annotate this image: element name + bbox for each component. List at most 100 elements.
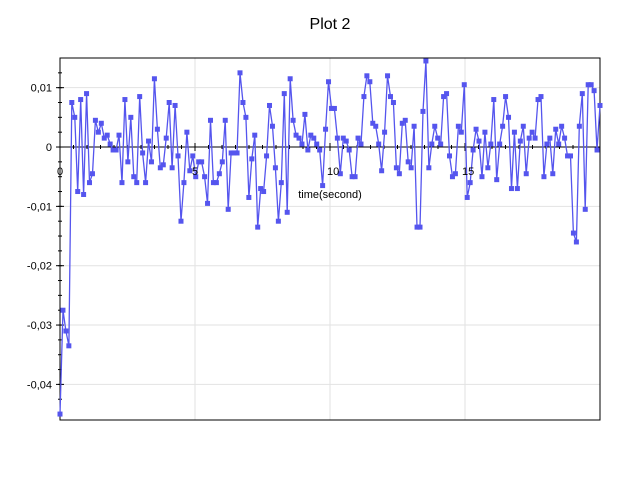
plot-frame (59, 57, 601, 421)
data-point (172, 102, 178, 108)
data-point (432, 123, 438, 129)
data-point (169, 165, 175, 171)
data-point (302, 111, 308, 117)
data-point (417, 224, 423, 230)
data-point (187, 168, 193, 174)
data-point (479, 174, 485, 180)
data-point (328, 105, 334, 111)
data-point (520, 123, 526, 129)
data-point (535, 97, 541, 103)
data-point (423, 58, 429, 64)
data-point (255, 224, 261, 230)
data-point (488, 141, 494, 147)
series-layer (57, 58, 603, 417)
data-point (565, 153, 571, 159)
data-point (426, 165, 432, 171)
data-point (387, 94, 393, 100)
data-point (231, 150, 237, 156)
data-point (311, 135, 317, 141)
data-point (66, 343, 72, 349)
data-point (500, 123, 506, 129)
y-tick-label: 0,01 (31, 83, 52, 95)
data-point (355, 135, 361, 141)
data-point (278, 180, 284, 186)
data-point (246, 194, 252, 200)
data-point (523, 171, 529, 177)
data-point (441, 94, 447, 100)
data-point (503, 94, 509, 100)
data-point (305, 147, 311, 153)
data-point (538, 94, 544, 100)
data-point (514, 186, 520, 192)
data-point (420, 108, 426, 114)
data-point (326, 79, 332, 85)
data-point (317, 147, 323, 153)
data-point (361, 94, 367, 100)
data-point (582, 206, 588, 212)
data-point (390, 100, 396, 106)
data-point (497, 141, 503, 147)
data-point (591, 88, 597, 94)
data-point (476, 138, 482, 144)
data-point (550, 171, 556, 177)
data-point (154, 126, 160, 132)
data-point (494, 177, 500, 183)
data-point (264, 153, 270, 159)
y-tick-label: -0,03 (27, 320, 52, 332)
data-point (225, 206, 231, 212)
data-point (376, 141, 382, 147)
data-point (570, 230, 576, 236)
data-point (529, 129, 535, 135)
data-point (216, 171, 222, 177)
data-point (482, 129, 488, 135)
data-point (72, 114, 78, 120)
data-point (337, 171, 343, 177)
chart-title: Plot 2 (309, 16, 351, 33)
data-point (116, 132, 122, 138)
data-point (207, 117, 213, 123)
data-point (352, 174, 358, 180)
data-point (370, 120, 376, 126)
y-tick-label: -0,02 (27, 261, 52, 273)
data-point (107, 141, 113, 147)
data-point (408, 165, 414, 171)
data-point (579, 91, 585, 97)
data-point (119, 180, 125, 186)
data-point (367, 79, 373, 85)
data-point (331, 105, 337, 111)
data-point (461, 82, 467, 88)
data-point (122, 97, 128, 103)
data-point (128, 114, 134, 120)
data-point (151, 76, 157, 82)
data-point (532, 135, 538, 141)
data-point (449, 174, 455, 180)
data-point (193, 174, 199, 180)
data-point (210, 180, 216, 186)
data-point (222, 117, 228, 123)
data-point (411, 123, 417, 129)
data-point (346, 147, 352, 153)
data-point (202, 174, 208, 180)
data-point (455, 123, 461, 129)
x-axis-label: time(second) (298, 189, 362, 201)
data-point (396, 171, 402, 177)
data-point (252, 132, 258, 138)
data-point (272, 165, 278, 171)
data-point (196, 159, 202, 165)
data-point (287, 76, 293, 82)
x-tick-label: 10 (327, 166, 339, 178)
data-point (57, 411, 63, 417)
data-point (92, 117, 98, 123)
data-point (131, 174, 137, 180)
data-point (511, 129, 517, 135)
data-point (467, 180, 473, 186)
data-point (382, 129, 388, 135)
data-point (75, 189, 81, 195)
data-point (234, 150, 240, 156)
data-point (60, 307, 66, 313)
data-point (458, 129, 464, 135)
data-point (89, 171, 95, 177)
data-point (243, 114, 249, 120)
data-point (84, 91, 90, 97)
